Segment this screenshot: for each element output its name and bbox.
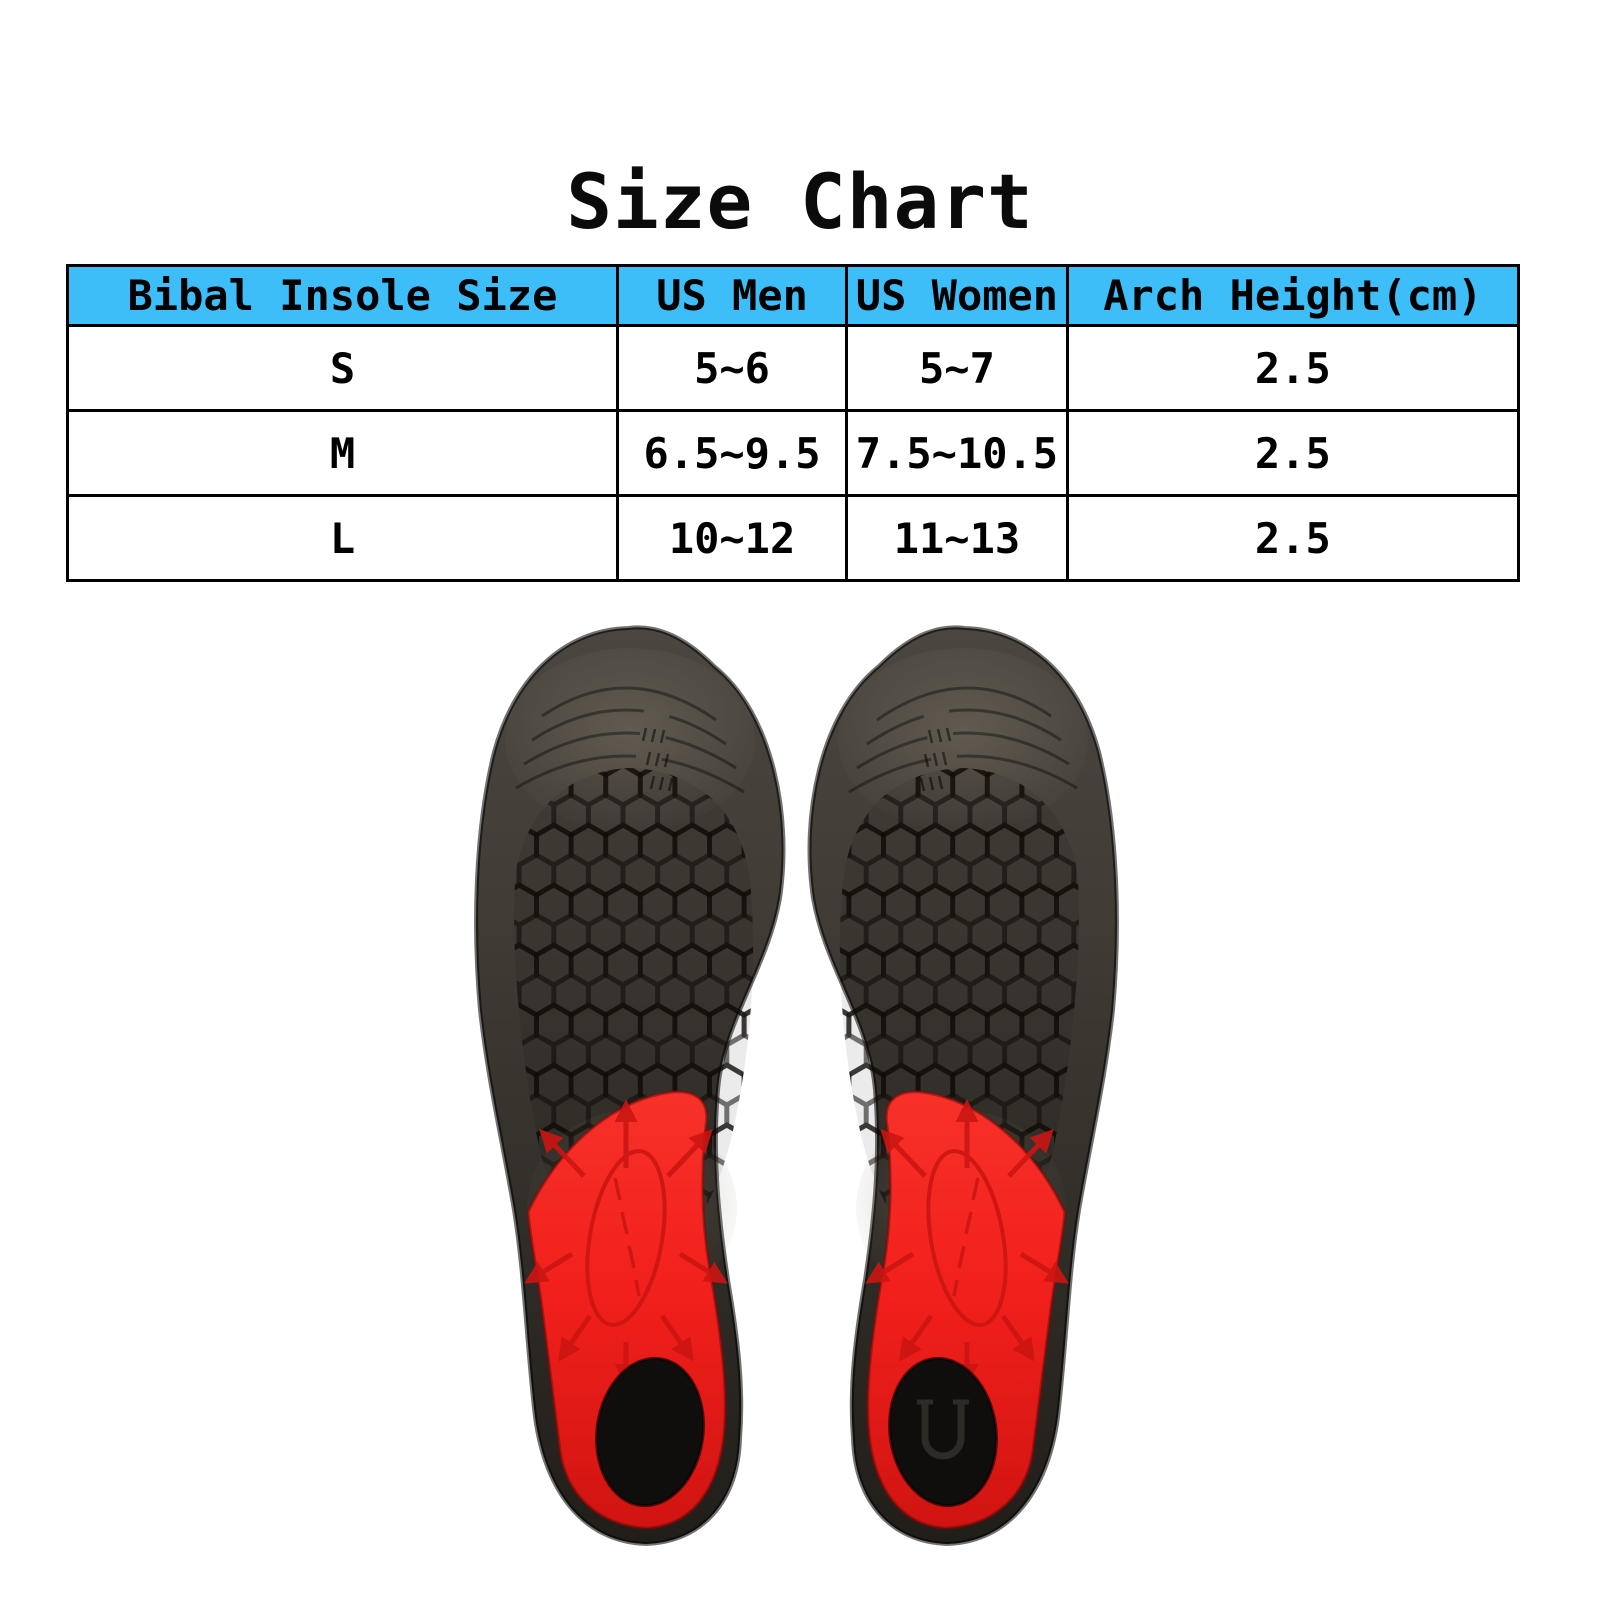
cell-m-women: 7.5~10.5 (845, 409, 1069, 497)
cell-size-m: M (66, 409, 619, 497)
header-arch-height: Arch Height(cm) (1065, 264, 1521, 327)
cell-s-men: 5~6 (615, 324, 849, 412)
insole-product-photo: U (450, 620, 1143, 1568)
cell-m-arch: 2.5 (1065, 409, 1521, 497)
page-title: Size Chart (566, 156, 1034, 246)
size-chart-table: Bibal Insole Size US Men US Women Arch H… (66, 264, 1521, 582)
cell-m-men: 6.5~9.5 (615, 409, 849, 497)
cell-size-s: S (66, 324, 619, 412)
cell-s-arch: 2.5 (1065, 324, 1521, 412)
header-us-women: US Women (845, 264, 1069, 327)
cell-size-l: L (66, 494, 619, 582)
table-row-s: S 5~6 5~7 2.5 (66, 324, 1521, 412)
header-us-men: US Men (615, 264, 849, 327)
right-insole (803, 627, 1143, 1544)
left-insole (450, 627, 790, 1544)
table-row-m: M 6.5~9.5 7.5~10.5 2.5 (66, 409, 1521, 497)
header-insole-size: Bibal Insole Size (66, 264, 619, 327)
table-row-l: L 10~12 11~13 2.5 (66, 494, 1521, 582)
table-header-row: Bibal Insole Size US Men US Women Arch H… (66, 264, 1521, 327)
heel-u-mark: U (917, 1399, 969, 1460)
cell-l-arch: 2.5 (1065, 494, 1521, 582)
cell-l-men: 10~12 (615, 494, 849, 582)
cell-s-women: 5~7 (845, 324, 1069, 412)
cell-l-women: 11~13 (845, 494, 1069, 582)
